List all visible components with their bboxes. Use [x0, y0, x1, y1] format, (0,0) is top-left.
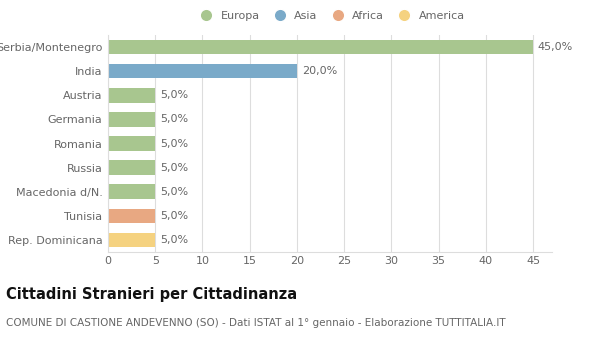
Legend: Europa, Asia, Africa, America: Europa, Asia, Africa, America — [191, 6, 469, 25]
Text: 5,0%: 5,0% — [160, 211, 188, 221]
Text: 5,0%: 5,0% — [160, 187, 188, 197]
Text: Cittadini Stranieri per Cittadinanza: Cittadini Stranieri per Cittadinanza — [6, 287, 297, 302]
Text: 5,0%: 5,0% — [160, 163, 188, 173]
Bar — [108, 233, 155, 247]
Bar — [108, 88, 155, 103]
Bar — [108, 184, 155, 199]
Bar — [108, 136, 155, 151]
Text: 5,0%: 5,0% — [160, 90, 188, 100]
Text: COMUNE DI CASTIONE ANDEVENNO (SO) - Dati ISTAT al 1° gennaio - Elaborazione TUTT: COMUNE DI CASTIONE ANDEVENNO (SO) - Dati… — [6, 318, 506, 329]
Text: 45,0%: 45,0% — [538, 42, 573, 52]
Text: 5,0%: 5,0% — [160, 235, 188, 245]
Bar — [108, 209, 155, 223]
Text: 5,0%: 5,0% — [160, 139, 188, 148]
Text: 5,0%: 5,0% — [160, 114, 188, 124]
Bar — [108, 64, 297, 78]
Bar — [108, 40, 533, 54]
Bar — [108, 112, 155, 127]
Text: 20,0%: 20,0% — [302, 66, 337, 76]
Bar — [108, 160, 155, 175]
